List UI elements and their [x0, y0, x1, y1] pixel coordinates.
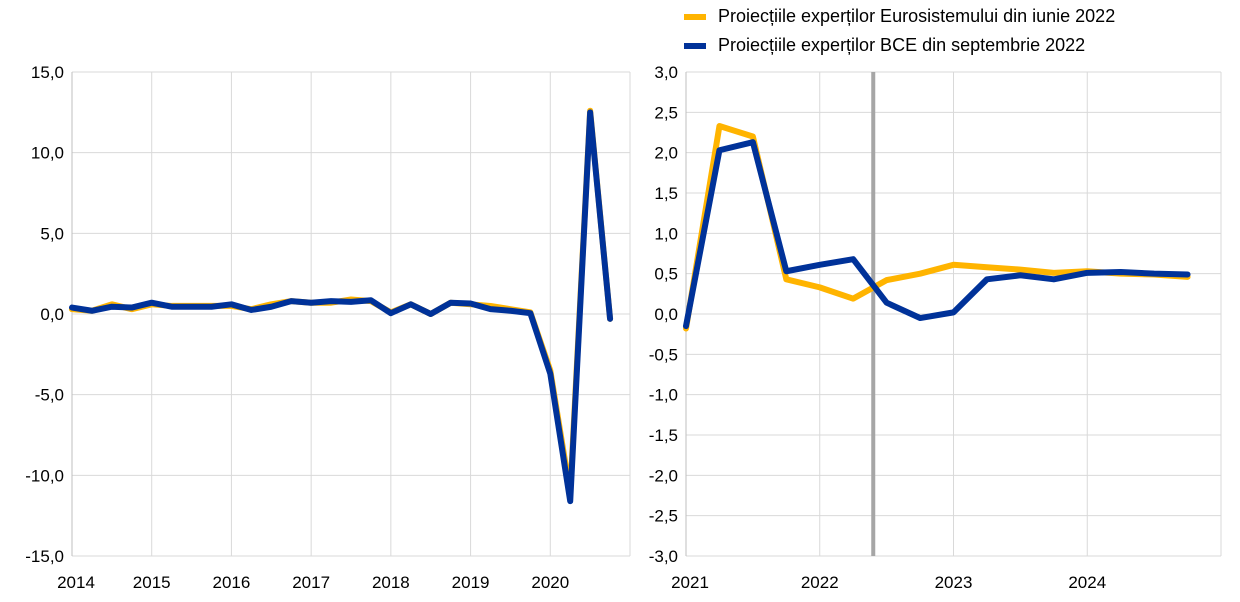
x-tick-label: 2014 — [57, 573, 95, 592]
y-tick-label: -3,0 — [649, 547, 678, 566]
legend-label: Proiecțiile experților Eurosistemului di… — [718, 6, 1116, 26]
legend-item-june: Proiecțiile experților Eurosistemului di… — [684, 6, 1115, 27]
y-tick-label: 1,5 — [654, 184, 678, 203]
y-tick-label: -0,5 — [649, 345, 678, 364]
x-tick-label: 2015 — [133, 573, 171, 592]
x-tick-label: 2019 — [452, 573, 490, 592]
y-tick-label: -15,0 — [25, 547, 64, 566]
x-tick-label: 2016 — [213, 573, 251, 592]
x-tick-label: 2018 — [372, 573, 410, 592]
y-tick-label: 2,5 — [654, 103, 678, 122]
y-tick-label: -1,0 — [649, 386, 678, 405]
series-line-september — [69, 109, 614, 505]
x-tick-label: 2017 — [292, 573, 330, 592]
y-tick-label: 3,0 — [654, 63, 678, 82]
legend-swatch — [684, 42, 706, 49]
x-tick-label: 2020 — [531, 573, 569, 592]
y-tick-label: -5,0 — [35, 386, 64, 405]
y-tick-label: -2,5 — [649, 507, 678, 526]
legend-item-september: Proiecțiile experților BCE din septembri… — [684, 35, 1085, 56]
x-tick-label: 2023 — [935, 573, 973, 592]
y-tick-label: -1,5 — [649, 426, 678, 445]
y-tick-label: 0,5 — [654, 265, 678, 284]
series-line-september — [683, 139, 1191, 330]
y-tick-label: 5,0 — [40, 224, 64, 243]
x-tick-label: 2024 — [1068, 573, 1106, 592]
series-line-june — [683, 123, 1191, 332]
legend-label: Proiecțiile experților BCE din septembri… — [718, 35, 1086, 55]
legend-swatch — [684, 13, 706, 20]
y-tick-label: 0,0 — [40, 305, 64, 324]
y-tick-label: 15,0 — [31, 63, 64, 82]
y-tick-label: 10,0 — [31, 144, 64, 163]
y-tick-label: -10,0 — [25, 466, 64, 485]
x-tick-label: 2021 — [671, 573, 709, 592]
y-tick-label: 0,0 — [654, 305, 678, 324]
x-tick-label: 2022 — [801, 573, 839, 592]
y-tick-label: 1,0 — [654, 224, 678, 243]
y-tick-label: 2,0 — [654, 144, 678, 163]
y-tick-label: -2,0 — [649, 466, 678, 485]
